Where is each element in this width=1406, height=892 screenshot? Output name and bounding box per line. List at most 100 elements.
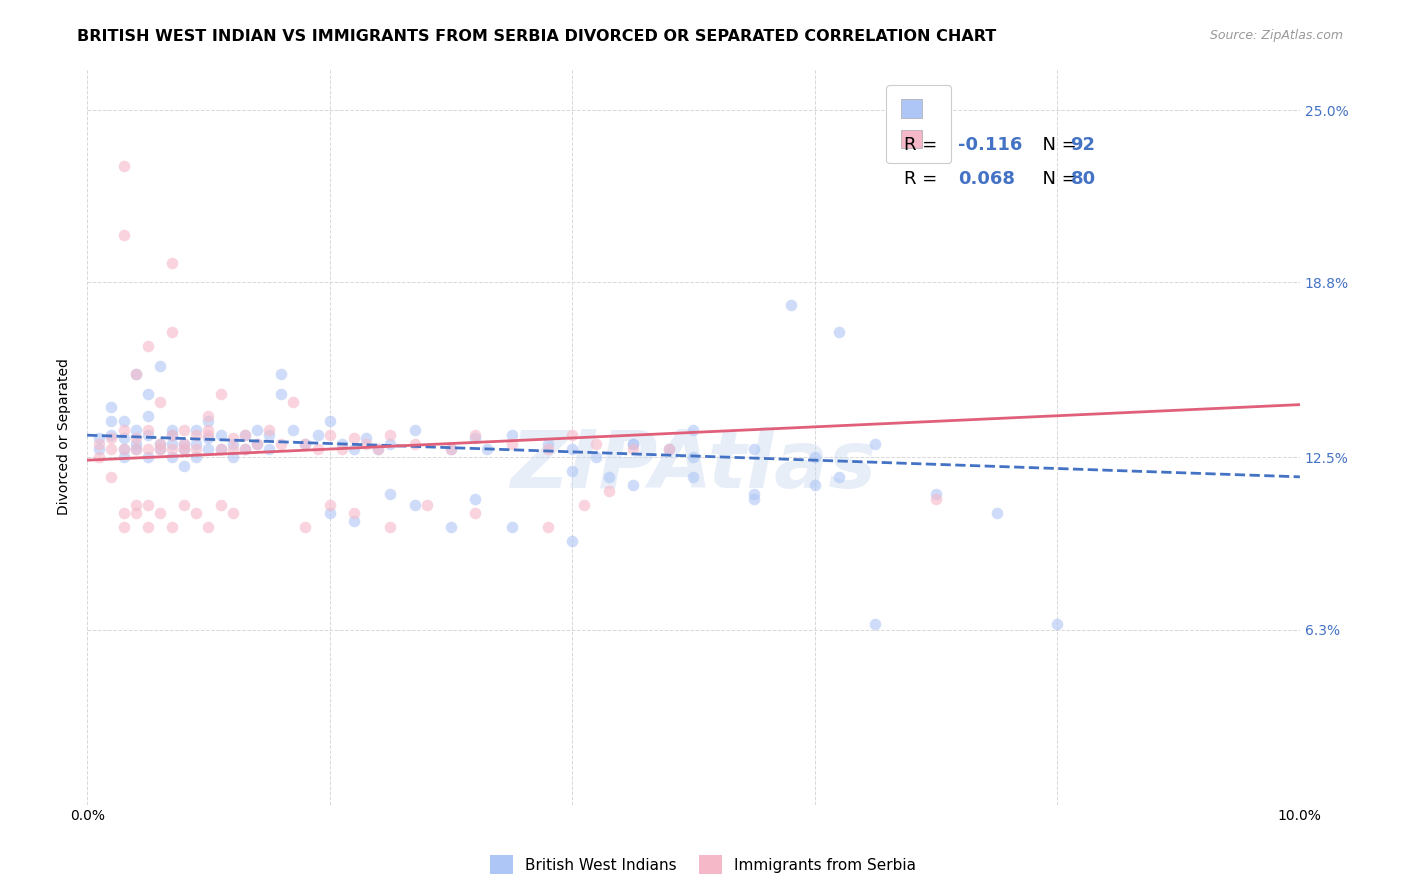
Point (149, 506, 172, 520)
Point (343, 442, 366, 456)
Point (803, 450, 825, 465)
Point (197, 423, 219, 437)
Text: -0.116: -0.116 (957, 136, 1022, 154)
Legend: British West Indians, Immigrants from Serbia: British West Indians, Immigrants from Se… (484, 849, 922, 880)
Point (561, 442, 583, 456)
Point (89, 442, 111, 456)
Point (380, 436, 402, 450)
Point (257, 423, 280, 437)
Point (136, 409, 159, 423)
Point (149, 436, 172, 450)
Point (209, 442, 232, 456)
Point (112, 228, 135, 243)
Point (779, 298, 801, 312)
Point (112, 442, 135, 456)
Point (160, 442, 183, 456)
Text: 92: 92 (1070, 136, 1095, 154)
Point (380, 486, 402, 500)
Point (294, 520, 316, 534)
Point (186, 442, 208, 456)
Point (598, 483, 620, 498)
Point (598, 470, 620, 484)
Point (173, 436, 195, 450)
Point (197, 520, 219, 534)
Point (160, 450, 183, 465)
Point (124, 367, 146, 381)
Point (561, 533, 583, 548)
Text: N =: N = (1031, 170, 1083, 188)
Point (233, 442, 256, 456)
Point (742, 486, 765, 500)
Point (197, 442, 219, 456)
Point (100, 431, 122, 445)
Point (173, 498, 195, 512)
Point (537, 442, 560, 456)
Point (440, 442, 463, 456)
Point (283, 423, 305, 437)
Point (112, 506, 135, 520)
Point (246, 423, 269, 437)
Point (330, 442, 353, 456)
Point (380, 428, 402, 442)
Point (124, 367, 146, 381)
Y-axis label: Divorced or Separated: Divorced or Separated (58, 358, 72, 515)
Text: R =: R = (904, 170, 943, 188)
Point (112, 423, 135, 437)
Text: BRITISH WEST INDIAN VS IMMIGRANTS FROM SERBIA DIVORCED OR SEPARATED CORRELATION : BRITISH WEST INDIAN VS IMMIGRANTS FROM S… (77, 29, 997, 44)
Point (89, 436, 111, 450)
Point (221, 436, 243, 450)
Point (124, 431, 146, 445)
Point (221, 506, 243, 520)
Point (270, 436, 292, 450)
Point (136, 339, 159, 353)
Point (112, 159, 135, 173)
Point (404, 423, 426, 437)
Point (343, 506, 366, 520)
Point (149, 436, 172, 450)
Point (124, 442, 146, 456)
Point (233, 428, 256, 442)
Text: N =: N = (1031, 136, 1083, 154)
Point (865, 436, 887, 450)
Point (621, 478, 644, 492)
Point (354, 436, 377, 450)
Point (186, 436, 208, 450)
Point (136, 450, 159, 465)
Point (561, 428, 583, 442)
Point (621, 436, 644, 450)
Point (318, 506, 340, 520)
Point (173, 423, 195, 437)
Point (294, 436, 316, 450)
Point (464, 428, 486, 442)
Point (404, 498, 426, 512)
Point (173, 436, 195, 450)
Point (986, 506, 1008, 520)
Point (270, 367, 292, 381)
Point (257, 442, 280, 456)
Point (682, 450, 704, 465)
Point (124, 506, 146, 520)
Point (221, 442, 243, 456)
Point (307, 428, 329, 442)
Point (294, 436, 316, 450)
Point (233, 428, 256, 442)
Text: 0.068: 0.068 (957, 170, 1015, 188)
Point (100, 401, 122, 415)
Point (404, 436, 426, 450)
Point (270, 386, 292, 401)
Point (464, 491, 486, 506)
Point (160, 520, 183, 534)
Point (440, 520, 463, 534)
Point (246, 436, 269, 450)
Point (537, 436, 560, 450)
Point (149, 442, 172, 456)
Point (221, 431, 243, 445)
Point (136, 386, 159, 401)
Point (561, 464, 583, 478)
Point (197, 409, 219, 423)
Point (136, 442, 159, 456)
Point (136, 423, 159, 437)
Point (100, 442, 122, 456)
Point (160, 428, 183, 442)
Point (415, 498, 437, 512)
